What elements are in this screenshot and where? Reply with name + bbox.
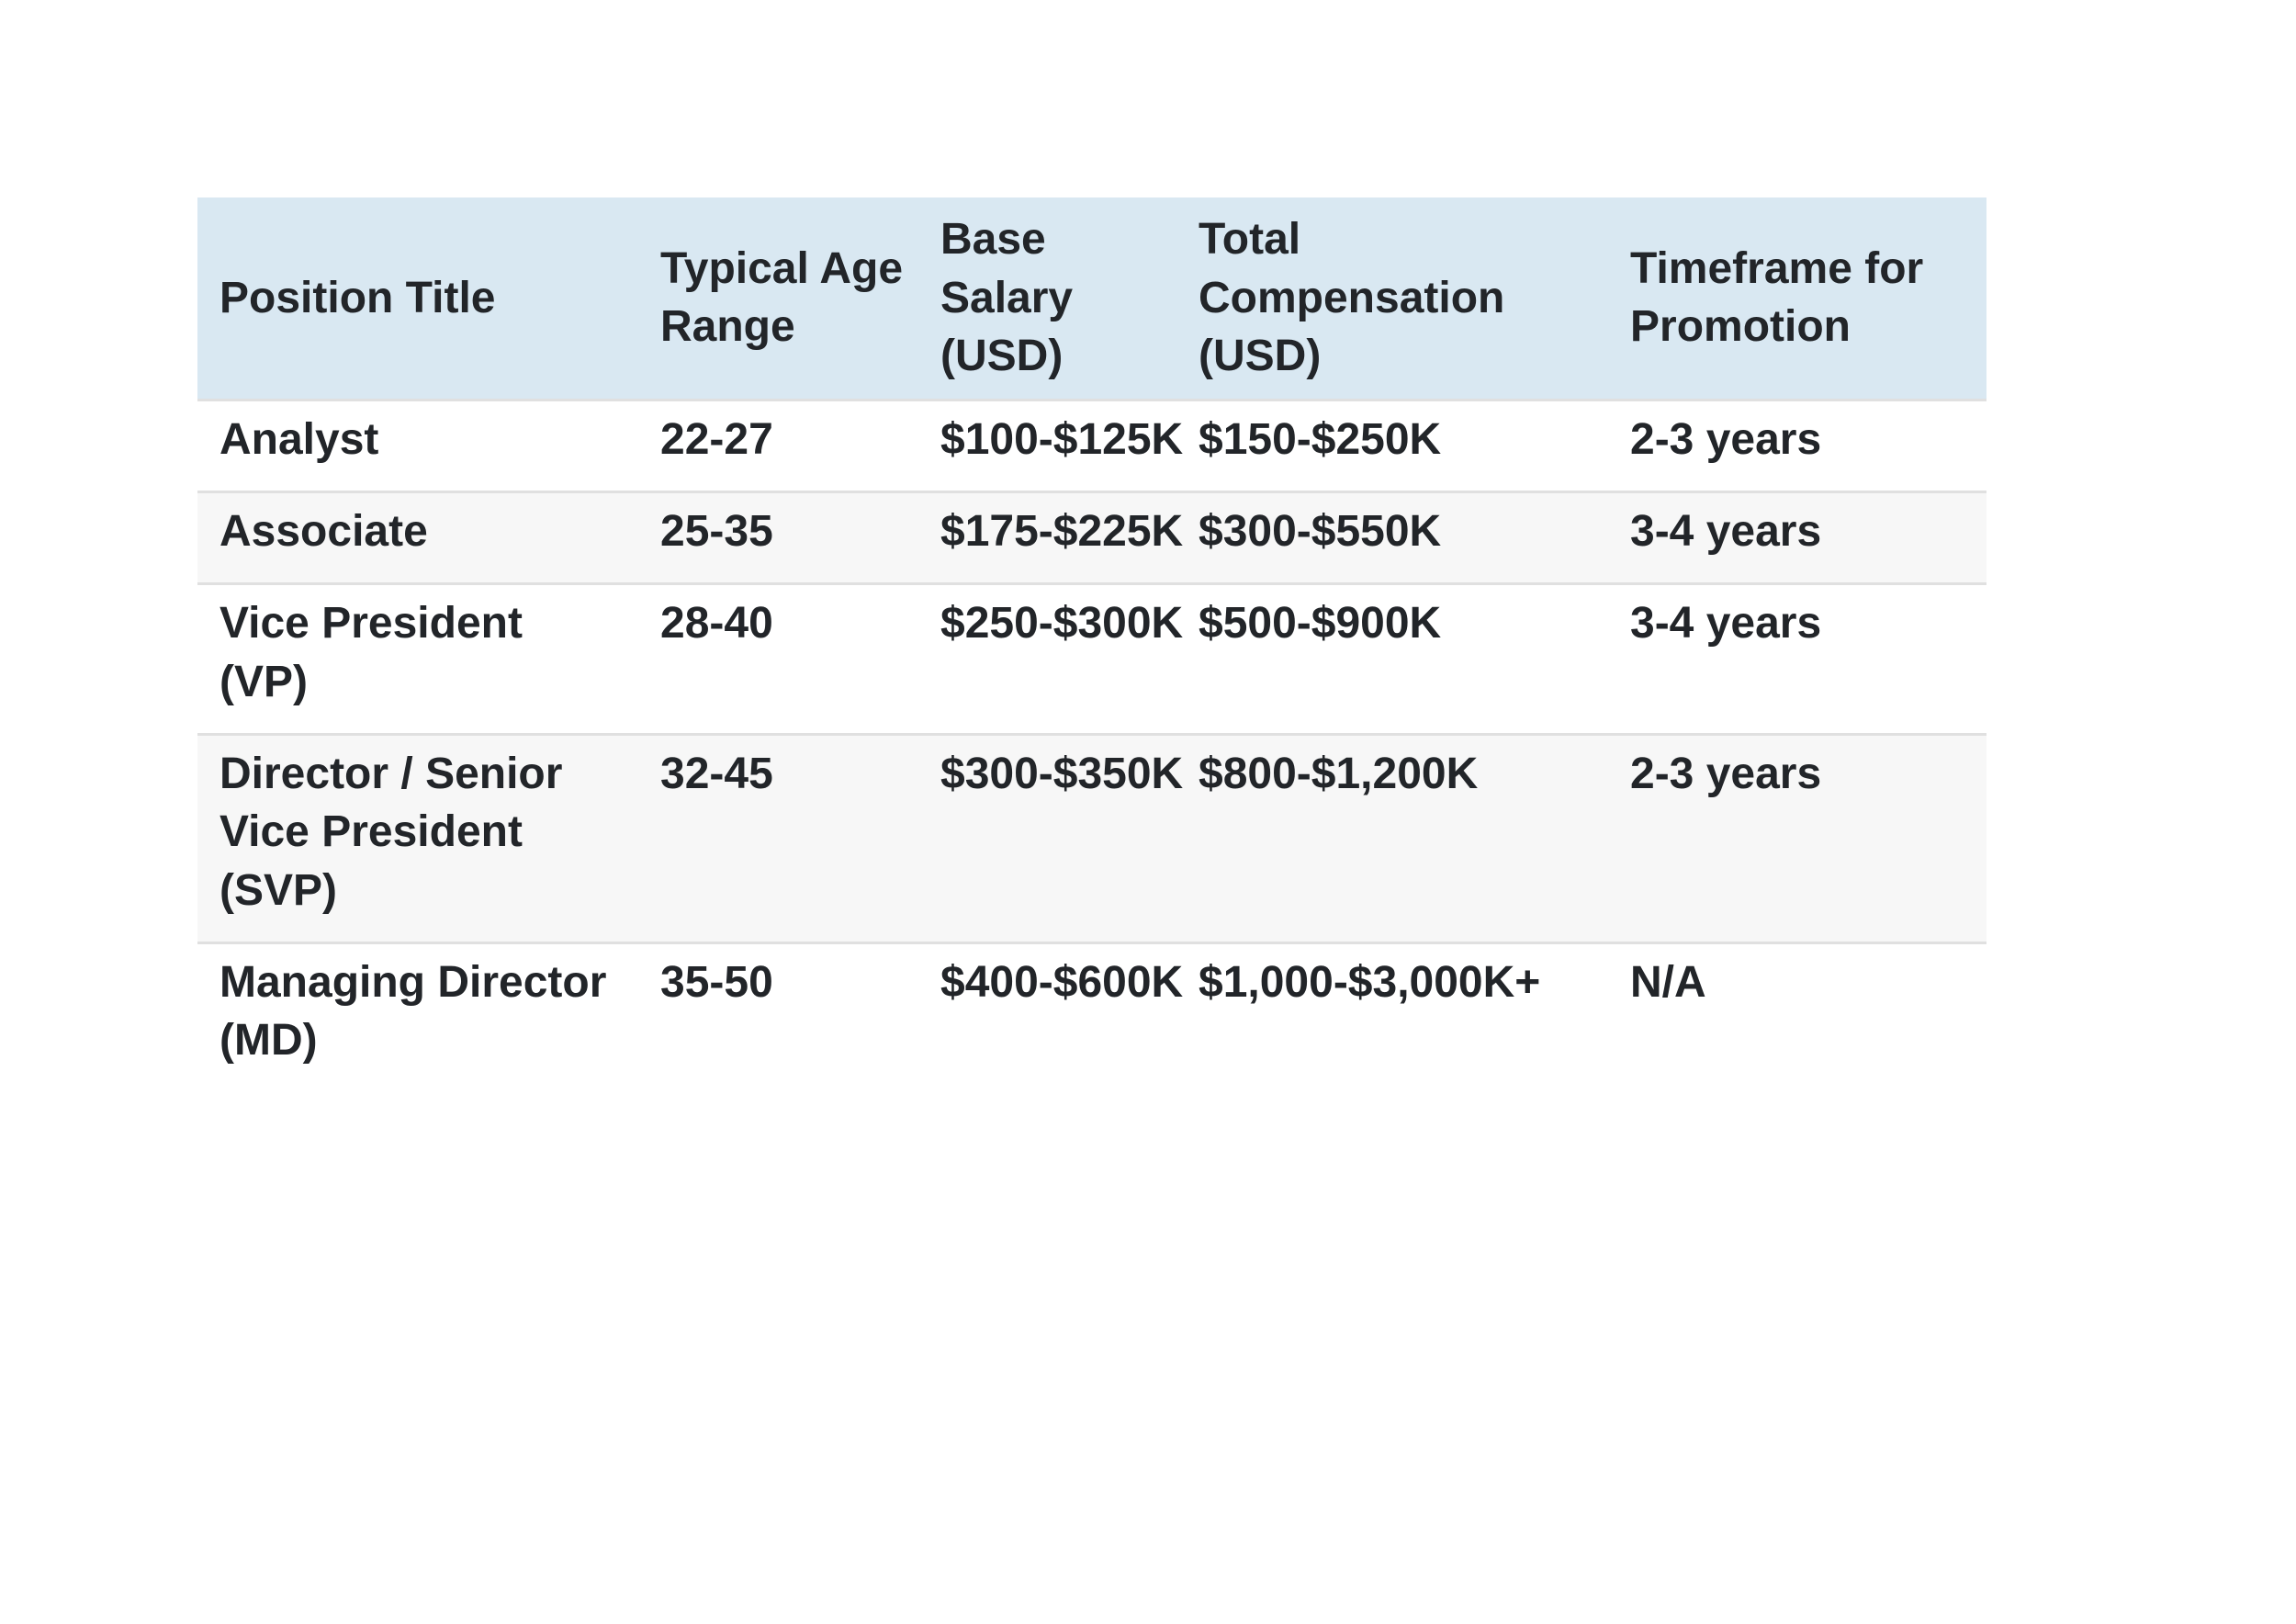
cell-total-compensation: $300-$550K xyxy=(1199,506,1442,556)
table-row-analyst: Analyst 22-27 $100-$125K $150-$250K 2-3 … xyxy=(197,400,1986,491)
cell-total-compensation: $1,000-$3,000K+ xyxy=(1199,958,1541,1008)
cell-age-range: 35-50 xyxy=(660,958,773,1008)
table-row-director-svp: Director / Senior Vice President (SVP) 3… xyxy=(197,734,1986,943)
cell-timeframe: N/A xyxy=(1630,958,1706,1008)
cell-age-range: 32-45 xyxy=(660,749,773,798)
cell-age-range: 22-27 xyxy=(660,414,773,464)
cell-position-title: Vice President (VP) xyxy=(219,599,523,706)
cell-position-title: Managing Director (MD) xyxy=(219,958,607,1066)
cell-total-compensation: $800-$1,200K xyxy=(1199,749,1479,798)
column-header-base-salary: Base Salary (USD) xyxy=(918,197,1162,400)
cell-position-title: Director / Senior Vice President (SVP) xyxy=(219,749,563,915)
column-header-total-compensation: Total Compensation (USD) xyxy=(1162,197,1593,400)
table-row-managing-director: Managing Director (MD) 35-50 $400-$600K … xyxy=(197,942,1986,1092)
cell-position-title: Analyst xyxy=(219,414,379,464)
cell-base-salary: $400-$600K xyxy=(940,958,1184,1008)
cell-base-salary: $100-$125K xyxy=(940,414,1184,464)
cell-total-compensation: $150-$250K xyxy=(1199,414,1442,464)
cell-base-salary: $300-$350K xyxy=(940,749,1184,798)
cell-timeframe: 2-3 years xyxy=(1630,749,1822,798)
cell-age-range: 25-35 xyxy=(660,506,773,556)
cell-timeframe: 2-3 years xyxy=(1630,414,1822,464)
cell-age-range: 28-40 xyxy=(660,599,773,648)
salary-table: Position Title Typical Age Range Base Sa… xyxy=(197,197,1986,1092)
cell-timeframe: 3-4 years xyxy=(1630,599,1822,648)
cell-total-compensation: $500-$900K xyxy=(1199,599,1442,648)
table-header-row: Position Title Typical Age Range Base Sa… xyxy=(197,197,1986,400)
table-row-associate: Associate 25-35 $175-$225K $300-$550K 3-… xyxy=(197,491,1986,584)
column-header-position-title: Position Title xyxy=(197,197,627,400)
column-header-typical-age-range: Typical Age Range xyxy=(627,197,918,400)
cell-base-salary: $175-$225K xyxy=(940,506,1184,556)
cell-timeframe: 3-4 years xyxy=(1630,506,1822,556)
column-header-timeframe-promotion: Timeframe for Promotion xyxy=(1593,197,1986,400)
table-row-vice-president: Vice President (VP) 28-40 $250-$300K $50… xyxy=(197,583,1986,735)
cell-base-salary: $250-$300K xyxy=(940,599,1184,648)
cell-position-title: Associate xyxy=(219,506,428,556)
